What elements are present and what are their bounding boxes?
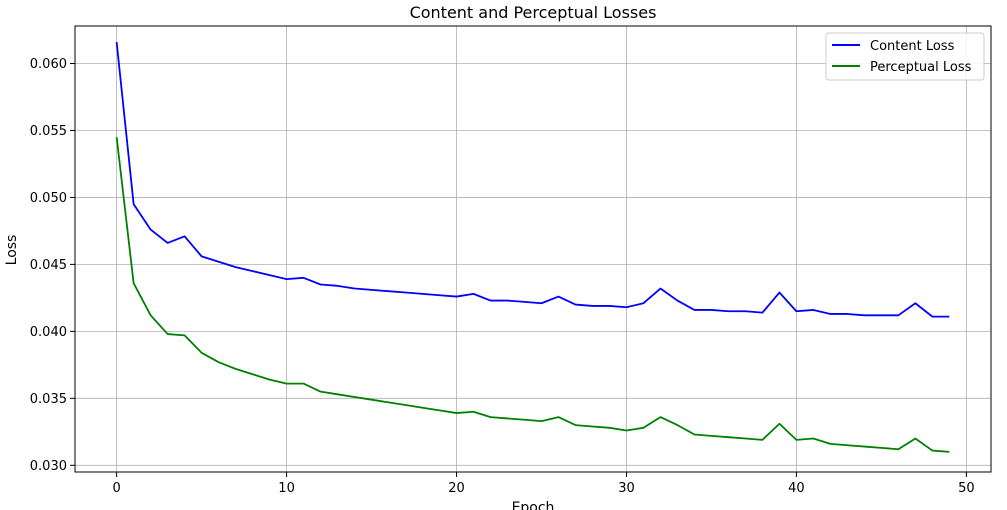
x-axis-ticks: 0 10 20 30 40 50 xyxy=(112,472,975,496)
series-lines xyxy=(115,41,950,453)
legend-box xyxy=(825,32,985,81)
x-tick-label: 0 xyxy=(112,481,120,496)
y-axis-title: Loss xyxy=(4,235,20,266)
x-axis-title: Epoch xyxy=(512,500,555,510)
x-tick-label: 10 xyxy=(278,481,295,496)
y-axis-ticks: 0.030 0.035 0.040 0.045 0.050 0.055 0.060 xyxy=(30,57,75,474)
plot-area-frame xyxy=(74,25,992,473)
series-line-content-loss xyxy=(115,41,950,318)
x-tick-label: 40 xyxy=(788,481,805,496)
y-tick-label: 0.030 xyxy=(30,459,67,474)
y-tick-label: 0.040 xyxy=(30,325,67,340)
x-tick-label: 20 xyxy=(448,481,465,496)
x-tick-label: 30 xyxy=(618,481,635,496)
y-tick-label: 0.045 xyxy=(30,258,67,273)
chart-title: Content and Perceptual Losses xyxy=(410,3,657,22)
legend-label-perceptual-loss: Perceptual Loss xyxy=(870,60,972,75)
series-line-perceptual-loss xyxy=(115,137,950,453)
y-tick-label: 0.050 xyxy=(30,191,67,206)
x-tick-label: 50 xyxy=(958,481,975,496)
legend: Content Loss Perceptual Loss xyxy=(825,32,985,81)
y-tick-label: 0.055 xyxy=(30,124,67,139)
y-tick-label: 0.035 xyxy=(30,392,67,407)
grid-lines xyxy=(75,26,991,472)
legend-label-content-loss: Content Loss xyxy=(870,39,955,54)
y-tick-label: 0.060 xyxy=(30,57,67,72)
